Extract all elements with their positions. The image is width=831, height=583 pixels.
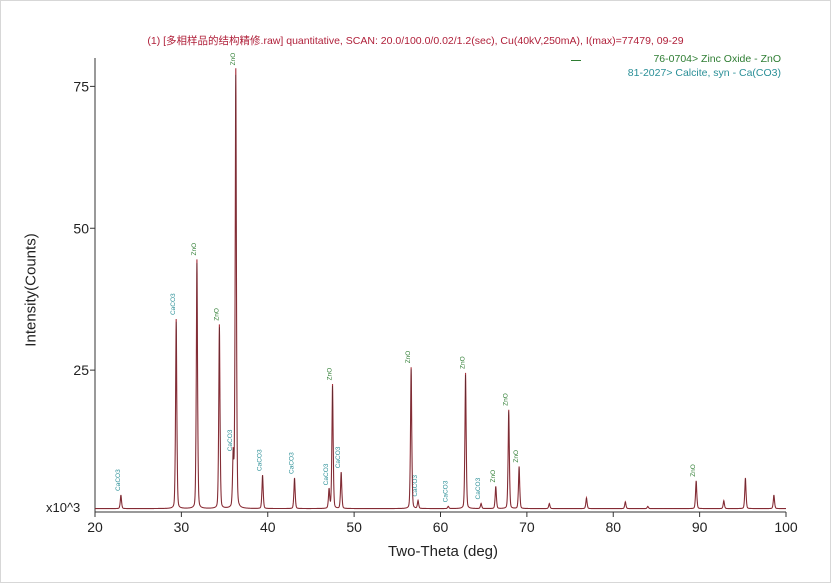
y-tick-label: 50 <box>73 220 89 236</box>
x-tick-label: 30 <box>174 519 190 535</box>
chart-title: (1) [多相样品的结构精修.raw] quantitative, SCAN: … <box>147 35 684 47</box>
peak-label: ZnO <box>490 470 497 483</box>
peak-label: ZnO <box>230 53 237 66</box>
peak-label: CaCO3 <box>289 452 296 474</box>
y-tick-label: 75 <box>73 78 89 94</box>
x-tick-label: 40 <box>260 519 276 535</box>
y-tick-label: 25 <box>73 362 89 378</box>
peak-label: CaCO3 <box>115 469 122 491</box>
calculated-pattern-line <box>95 74 786 509</box>
x-tick-label: 60 <box>433 519 449 535</box>
peak-label: CaCO3 <box>412 475 419 497</box>
x-tick-label: 70 <box>519 519 535 535</box>
x-tick-label: 20 <box>87 519 103 535</box>
peak-label: ZnO <box>191 243 198 256</box>
peak-label: CaCO3 <box>335 446 342 468</box>
peak-label: ZnO <box>327 368 334 381</box>
peak-label: ZnO <box>513 450 520 463</box>
x-tick-label: 80 <box>605 519 621 535</box>
y-axis-multiplier: x10^3 <box>46 500 81 515</box>
legend-entry-calcite: 81-2027> Calcite, syn - Ca(CO3) <box>627 67 781 79</box>
x-axis-label: Two-Theta (deg) <box>387 543 499 560</box>
peak-label: CaCO3 <box>323 463 330 485</box>
peak-label: CaCO3 <box>170 293 177 315</box>
observed-pattern-line <box>95 68 786 510</box>
peak-label: ZnO <box>405 351 412 364</box>
peak-label: ZnO <box>460 356 467 369</box>
pattern-layer <box>95 68 786 510</box>
peak-label: CaCO3 <box>475 477 482 499</box>
peak-label: ZnO <box>503 393 510 406</box>
peak-label: ZnO <box>213 308 220 321</box>
peak-label: ZnO <box>690 464 697 477</box>
peak-label: CaCO3 <box>442 480 449 502</box>
peak-label: CaCO3 <box>257 449 264 471</box>
x-tick-label: 50 <box>346 519 362 535</box>
x-tick-label: 90 <box>692 519 708 535</box>
peak-labels: CaCO3 CaCO3 ZnO ZnO CaCO3 ZnO CaCO3 CaCO3 CaCO3 Z… <box>115 53 697 503</box>
legend-marker <box>571 60 581 61</box>
x-tick-label: 100 <box>774 519 798 535</box>
axes: 20 30 40 50 60 70 80 90 100 25 50 75 <box>73 58 798 535</box>
peak-label: CaCO3 <box>227 429 234 451</box>
legend-entry-zno: 76-0704> Zinc Oxide - ZnO <box>653 53 781 65</box>
